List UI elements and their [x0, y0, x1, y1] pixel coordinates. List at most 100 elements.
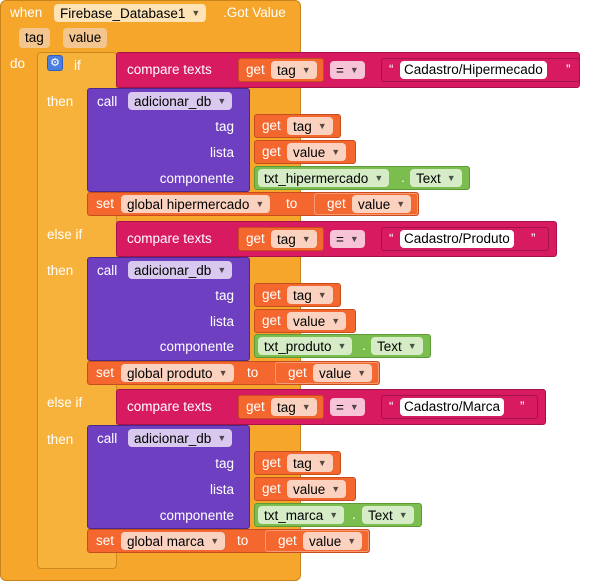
- event-name: .Got Value: [223, 5, 286, 20]
- compare-op-dropdown[interactable]: = ▼: [330, 398, 365, 416]
- property-dropdown[interactable]: Text ▼: [410, 169, 462, 187]
- chevron-down-icon: ▼: [347, 536, 357, 546]
- chevron-down-icon: ▼: [301, 234, 311, 244]
- component-name: txt_hipermercado: [264, 170, 369, 186]
- global-var-dropdown-2[interactable]: global produto ▼: [121, 364, 234, 382]
- arg-tag-label: tag: [215, 119, 234, 134]
- get-tag-dropdown[interactable]: tag ▼: [287, 454, 333, 472]
- to-label: to: [247, 365, 259, 380]
- call-label: call: [97, 263, 118, 278]
- var-name: tag: [293, 118, 312, 134]
- get-label: get: [262, 455, 281, 470]
- get-label: get: [246, 231, 265, 246]
- var-name: value: [319, 365, 352, 381]
- var-name: value: [293, 144, 326, 160]
- chevron-down-icon: ▼: [317, 121, 327, 131]
- do-label: do: [10, 56, 26, 71]
- if-label: if: [74, 58, 81, 73]
- chevron-down-icon: ▼: [331, 484, 341, 494]
- property-dropdown[interactable]: Text ▼: [371, 337, 423, 355]
- control-labels: ⚙ if then else if then else if then: [0, 0, 82, 447]
- procedure-dropdown[interactable]: adicionar_db ▼: [128, 92, 233, 110]
- when-label: when: [10, 5, 43, 20]
- quote-close: ”: [520, 399, 525, 414]
- get-value-dropdown[interactable]: value ▼: [352, 195, 412, 213]
- quote-open: “: [389, 62, 394, 77]
- get-value-dropdown[interactable]: value ▼: [303, 532, 363, 550]
- chevron-down-icon: ▼: [349, 234, 359, 244]
- chevron-down-icon: ▼: [349, 65, 359, 75]
- then-label-1: then: [47, 94, 74, 109]
- var-name: value: [309, 533, 342, 549]
- call-label: call: [97, 94, 118, 109]
- arg-componente-label: componente: [159, 171, 234, 186]
- var-name: value: [293, 481, 326, 497]
- param-tag[interactable]: tag: [19, 28, 50, 48]
- procedure-dropdown[interactable]: adicionar_db ▼: [128, 429, 233, 447]
- property-dropdown[interactable]: Text ▼: [362, 506, 414, 524]
- chevron-down-icon: ▼: [349, 402, 359, 412]
- get-tag-dropdown[interactable]: tag ▼: [271, 398, 317, 416]
- get-label: get: [288, 365, 307, 380]
- get-tag-dropdown[interactable]: tag ▼: [271, 230, 317, 248]
- get-label: get: [278, 533, 297, 548]
- global-var-dropdown-1[interactable]: global hipermercado ▼: [121, 195, 271, 213]
- get-tag-dropdown[interactable]: tag ▼: [271, 61, 317, 79]
- get-label: get: [262, 144, 281, 159]
- global-var-name: global hipermercado: [127, 196, 250, 212]
- procedure-name: adicionar_db: [134, 93, 212, 109]
- global-var-dropdown-3[interactable]: global marca ▼: [121, 532, 226, 550]
- else-if-label-1: else if: [47, 227, 83, 242]
- chevron-down-icon: ▼: [357, 368, 367, 378]
- event-header: when Firebase_Database1 ▼ .Got Value tag…: [0, 0, 301, 71]
- get-value-dropdown[interactable]: value ▼: [287, 312, 347, 330]
- compare-texts-label-1: compare texts: [127, 62, 212, 77]
- dot-separator: .: [352, 507, 356, 522]
- text-string-value-1[interactable]: Cadastro/Hipermecado: [400, 61, 547, 79]
- call-label: call: [97, 431, 118, 446]
- get-label: get: [262, 313, 281, 328]
- var-name: tag: [277, 231, 296, 247]
- chevron-down-icon: ▼: [331, 147, 341, 157]
- get-label: get: [246, 62, 265, 77]
- dot-separator: .: [401, 170, 405, 185]
- chevron-down-icon: ▼: [210, 536, 220, 546]
- component-dropdown-3[interactable]: txt_marca ▼: [258, 506, 345, 524]
- get-tag-dropdown[interactable]: tag ▼: [287, 286, 333, 304]
- chevron-down-icon: ▼: [217, 433, 227, 443]
- get-value-dropdown[interactable]: value ▼: [313, 364, 373, 382]
- chevron-down-icon: ▼: [317, 290, 327, 300]
- chevron-down-icon: ▼: [217, 265, 227, 275]
- procedure-dropdown[interactable]: adicionar_db ▼: [128, 261, 233, 279]
- text-string-value-3[interactable]: Cadastro/Marca: [400, 398, 505, 416]
- procedure-name: adicionar_db: [134, 430, 212, 446]
- gear-icon[interactable]: ⚙: [47, 55, 63, 71]
- text-string-value-2[interactable]: Cadastro/Produto: [400, 230, 514, 248]
- compare-texts-label-3: compare texts: [127, 399, 212, 414]
- chevron-down-icon: ▼: [331, 316, 341, 326]
- component-dropdown-1[interactable]: txt_hipermercado ▼: [258, 169, 390, 187]
- get-tag-dropdown[interactable]: tag ▼: [287, 117, 333, 135]
- component-name: txt_marca: [264, 507, 324, 523]
- component-dropdown-2[interactable]: txt_produto ▼: [258, 337, 353, 355]
- dot-separator: .: [362, 338, 366, 353]
- var-name: tag: [293, 455, 312, 471]
- component-name: txt_produto: [264, 338, 332, 354]
- get-label: get: [262, 287, 281, 302]
- global-var-name: global marca: [127, 533, 205, 549]
- arg-tag-label: tag: [215, 288, 234, 303]
- param-value[interactable]: value: [63, 28, 108, 48]
- arg-tag-label: tag: [215, 456, 234, 471]
- get-value-dropdown[interactable]: value ▼: [287, 143, 347, 161]
- get-value-dropdown[interactable]: value ▼: [287, 480, 347, 498]
- arg-lista-label: lista: [209, 145, 234, 160]
- get-label: get: [327, 196, 346, 211]
- chevron-down-icon: ▼: [217, 96, 227, 106]
- set-label: set: [96, 365, 115, 380]
- get-label: get: [262, 481, 281, 496]
- component-dropdown[interactable]: Firebase_Database1 ▼: [54, 4, 207, 22]
- property-name: Text: [416, 170, 441, 186]
- quote-open: “: [389, 231, 394, 246]
- compare-op-dropdown[interactable]: = ▼: [330, 61, 365, 79]
- compare-op-dropdown[interactable]: = ▼: [330, 230, 365, 248]
